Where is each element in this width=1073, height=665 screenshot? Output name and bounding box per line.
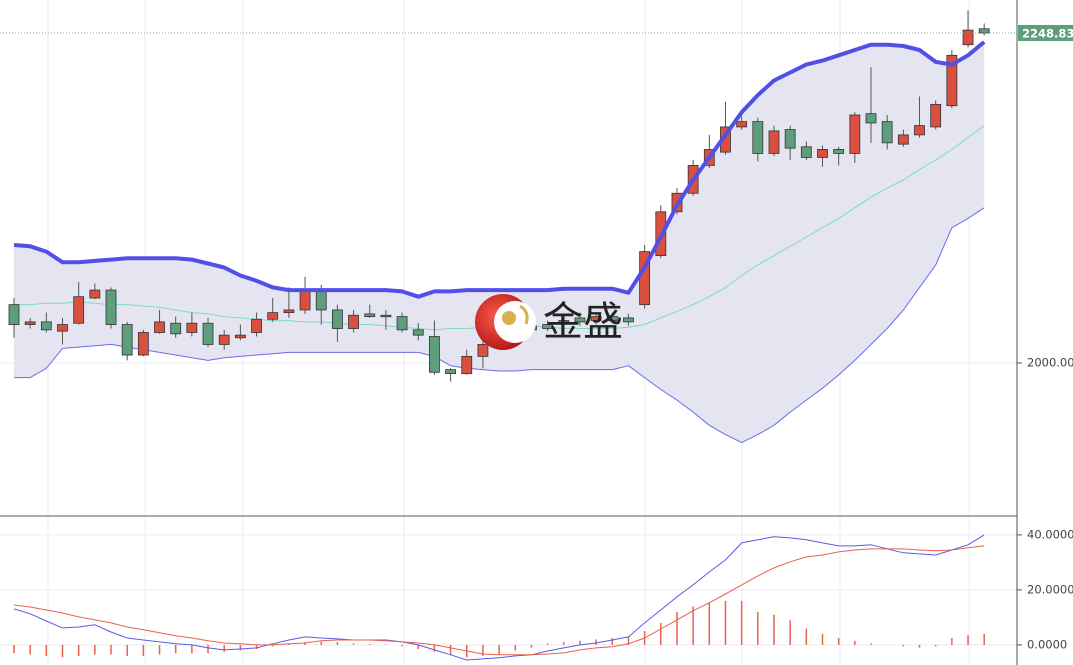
candle-body <box>202 322 214 345</box>
candle-body <box>865 113 877 124</box>
candle-body <box>623 317 634 323</box>
candle-body <box>121 324 133 356</box>
candle-body <box>833 149 845 154</box>
axes: 2000.00 2248.83 40.0000 20.0000 0.0000 <box>1017 24 1073 651</box>
candle-body <box>881 121 893 144</box>
indicator-panel <box>0 534 1017 661</box>
candle-body <box>137 332 149 356</box>
candle-body <box>542 324 554 329</box>
candle-body <box>477 344 489 357</box>
band-fill <box>14 42 985 443</box>
candle-body <box>267 312 279 320</box>
candle-body <box>800 146 812 158</box>
series-line <box>14 207 985 444</box>
y-tick-label: 2000.00 <box>1027 356 1073 370</box>
candle-body <box>251 318 262 333</box>
candle-body <box>590 316 602 321</box>
candle-body <box>364 313 376 317</box>
candle-body <box>574 317 586 323</box>
series-line <box>13 534 985 661</box>
price-panel <box>0 10 1017 444</box>
candle-body <box>186 322 198 333</box>
candle-body <box>461 355 473 375</box>
candle-body <box>89 289 101 299</box>
candle-body <box>380 314 392 318</box>
watermark: 金盛 <box>543 299 623 345</box>
candle-body <box>283 309 295 314</box>
candle-body <box>170 322 182 335</box>
candle-body <box>946 54 958 107</box>
series-line <box>13 40 986 299</box>
candle-body <box>784 129 796 149</box>
candle-body <box>24 321 36 325</box>
y-tick-label: 20.0000 <box>1027 582 1073 596</box>
candle-body <box>978 28 990 34</box>
candle-body <box>445 369 456 375</box>
candle-body <box>315 289 327 311</box>
candle-body <box>897 134 909 145</box>
candle-body <box>348 314 359 329</box>
candle-body <box>40 321 52 331</box>
y-tick-label: 0.0000 <box>1027 637 1067 651</box>
candle-body <box>234 334 246 339</box>
last-price-tag: 2248.83 <box>1022 26 1073 40</box>
candle-body <box>962 29 974 46</box>
series-line <box>13 545 985 656</box>
candle-body <box>105 289 117 325</box>
y-tick-label: 40.0000 <box>1027 527 1073 541</box>
candle-body <box>768 130 780 154</box>
candle-body <box>752 121 764 154</box>
candle-body <box>8 304 20 325</box>
candle-body <box>154 321 165 333</box>
candle-body <box>736 121 748 128</box>
candle-body <box>218 334 230 345</box>
candle-body <box>73 296 85 324</box>
candle-body <box>558 320 570 323</box>
candle-body <box>299 289 311 311</box>
last-price-tag-bg <box>1018 24 1073 41</box>
candle-body <box>331 309 343 329</box>
candle-body <box>817 149 828 158</box>
candle-body <box>914 125 925 136</box>
logo: 金盛 <box>475 294 623 350</box>
candle-body <box>930 103 942 128</box>
candle-body <box>57 324 68 332</box>
candle-body <box>412 329 424 336</box>
candle-body <box>849 114 861 154</box>
candle-body <box>396 316 408 331</box>
candle-body <box>429 336 440 373</box>
candle-body <box>606 316 618 321</box>
